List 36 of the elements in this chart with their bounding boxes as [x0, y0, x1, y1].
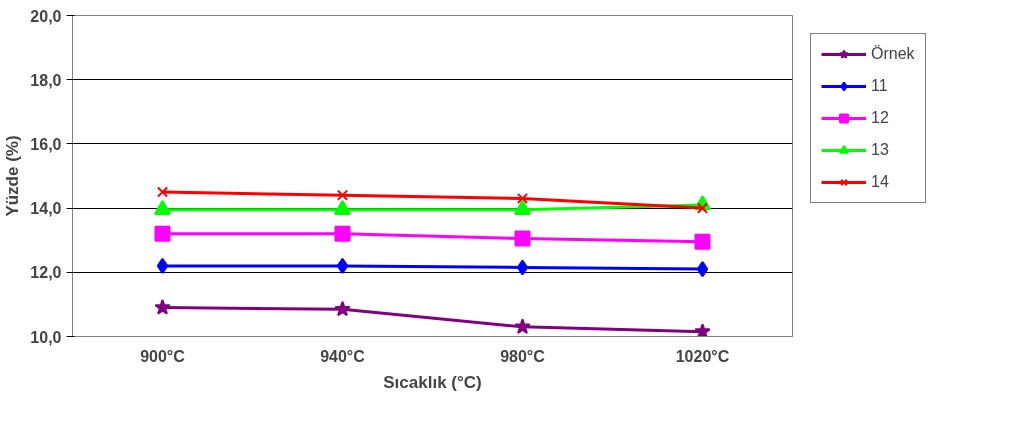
point	[334, 225, 351, 242]
point	[696, 261, 709, 278]
point	[334, 300, 351, 317]
point	[156, 257, 169, 274]
y-tick-label: 10,0	[30, 328, 62, 346]
x-tick-label: 900°C	[140, 347, 186, 365]
point	[514, 230, 531, 247]
point	[154, 225, 171, 242]
y-tick-label: 12,0	[30, 264, 62, 282]
point	[154, 200, 171, 216]
point	[514, 200, 531, 216]
point	[516, 192, 529, 205]
x-axis-title: Sıcaklık (°C)	[383, 372, 482, 392]
y-tick-label: 20,0	[30, 7, 62, 25]
point	[516, 259, 529, 276]
point	[156, 186, 169, 198]
x-tick-label: 1020°C	[675, 347, 730, 365]
legend-label: 11	[871, 77, 889, 95]
point	[696, 202, 709, 214]
point	[336, 257, 349, 274]
y-axis-title: Yüzde (%)	[3, 135, 23, 217]
point	[694, 233, 711, 250]
point	[154, 299, 171, 315]
legend-label: 14	[871, 173, 890, 191]
legend-label: 13	[871, 141, 890, 159]
x-tick-label: 940°C	[320, 347, 366, 365]
point	[334, 200, 351, 216]
point	[336, 189, 349, 201]
x-tick-label: 980°C	[500, 347, 546, 365]
legend-label: 12	[871, 109, 890, 127]
y-tick-label: 16,0	[30, 135, 62, 153]
legend-label: Örnek	[871, 45, 915, 63]
point	[514, 318, 531, 334]
y-tick-label: 18,0	[30, 71, 62, 89]
y-tick-label: 14,0	[30, 200, 62, 218]
point	[694, 323, 711, 337]
